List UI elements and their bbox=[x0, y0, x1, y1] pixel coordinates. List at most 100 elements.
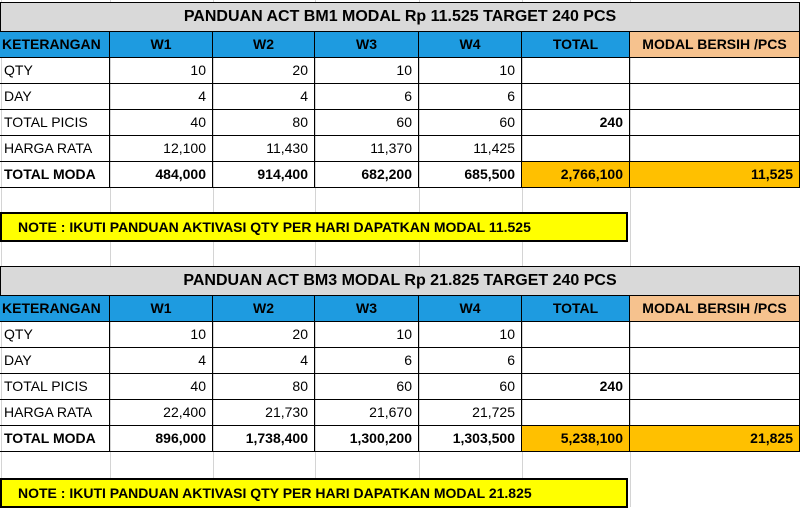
header-modal-bersih[interactable]: MODAL BERSIH /PCS bbox=[630, 32, 800, 58]
table2-title: PANDUAN ACT BM3 MODAL Rp 21.825 TARGET 2… bbox=[0, 266, 800, 296]
cell-modal-bersih[interactable]: 21,825 bbox=[630, 426, 800, 452]
table1-note: NOTE : IKUTI PANDUAN AKTIVASI QTY PER HA… bbox=[0, 212, 628, 242]
table-row: TOTAL PICIS 40 80 60 60 240 bbox=[0, 110, 800, 136]
header-w4[interactable]: W4 bbox=[419, 296, 522, 322]
header-w1[interactable]: W1 bbox=[110, 32, 213, 58]
cell-w1[interactable]: 896,000 bbox=[110, 426, 213, 452]
cell-total-sum[interactable]: 5,238,100 bbox=[522, 426, 630, 452]
table-row: TOTAL PICIS 40 80 60 60 240 bbox=[0, 374, 800, 400]
cell-total[interactable] bbox=[522, 84, 630, 110]
header-total[interactable]: TOTAL bbox=[522, 296, 630, 322]
cell-w4[interactable]: 60 bbox=[419, 110, 522, 136]
cell-total[interactable] bbox=[522, 58, 630, 84]
table1-title: PANDUAN ACT BM1 MODAL Rp 11.525 TARGET 2… bbox=[0, 2, 800, 32]
row-label[interactable]: HARGA RATA bbox=[0, 400, 110, 426]
cell-w3[interactable]: 11,370 bbox=[315, 136, 419, 162]
cell-w2[interactable]: 4 bbox=[213, 84, 315, 110]
cell-total[interactable] bbox=[522, 322, 630, 348]
row-label[interactable]: QTY bbox=[0, 58, 110, 84]
gridline bbox=[1, 0, 2, 507]
cell-w2[interactable]: 20 bbox=[213, 322, 315, 348]
cell-w4[interactable]: 685,500 bbox=[419, 162, 522, 188]
row-label[interactable]: TOTAL MODA bbox=[0, 426, 110, 452]
cell-modal[interactable] bbox=[630, 58, 800, 84]
cell-w4[interactable]: 6 bbox=[419, 84, 522, 110]
row-label[interactable]: QTY bbox=[0, 322, 110, 348]
header-w1[interactable]: W1 bbox=[110, 296, 213, 322]
cell-modal[interactable] bbox=[630, 84, 800, 110]
cell-w2[interactable]: 80 bbox=[213, 374, 315, 400]
header-modal-bersih[interactable]: MODAL BERSIH /PCS bbox=[630, 296, 800, 322]
cell-w1[interactable]: 10 bbox=[110, 322, 213, 348]
cell-w4[interactable]: 1,303,500 bbox=[419, 426, 522, 452]
table-row: DAY 4 4 6 6 bbox=[0, 84, 800, 110]
row-label[interactable]: TOTAL PICIS bbox=[0, 110, 110, 136]
header-w3[interactable]: W3 bbox=[315, 296, 419, 322]
cell-total[interactable] bbox=[522, 136, 630, 162]
cell-total[interactable]: 240 bbox=[522, 110, 630, 136]
table2-header-row: KETERANGAN W1 W2 W3 W4 TOTAL MODAL BERSI… bbox=[0, 296, 800, 322]
cell-w4[interactable]: 10 bbox=[419, 58, 522, 84]
gridline bbox=[419, 0, 420, 507]
header-keterangan[interactable]: KETERANGAN bbox=[0, 296, 110, 322]
cell-w3[interactable]: 1,300,200 bbox=[315, 426, 419, 452]
cell-w2[interactable]: 21,730 bbox=[213, 400, 315, 426]
cell-w4[interactable]: 11,425 bbox=[419, 136, 522, 162]
cell-modal[interactable] bbox=[630, 400, 800, 426]
cell-w1[interactable]: 22,400 bbox=[110, 400, 213, 426]
cell-total[interactable]: 240 bbox=[522, 374, 630, 400]
cell-w2[interactable]: 80 bbox=[213, 110, 315, 136]
row-label[interactable]: DAY bbox=[0, 348, 110, 374]
header-total[interactable]: TOTAL bbox=[522, 32, 630, 58]
cell-w3[interactable]: 60 bbox=[315, 110, 419, 136]
cell-modal[interactable] bbox=[630, 374, 800, 400]
cell-w2[interactable]: 20 bbox=[213, 58, 315, 84]
cell-w3[interactable]: 6 bbox=[315, 84, 419, 110]
cell-modal[interactable] bbox=[630, 136, 800, 162]
header-w3[interactable]: W3 bbox=[315, 32, 419, 58]
cell-w4[interactable]: 10 bbox=[419, 322, 522, 348]
header-w2[interactable]: W2 bbox=[213, 32, 315, 58]
cell-w3[interactable]: 21,670 bbox=[315, 400, 419, 426]
cell-modal[interactable] bbox=[630, 322, 800, 348]
cell-w2[interactable]: 914,400 bbox=[213, 162, 315, 188]
row-label[interactable]: TOTAL PICIS bbox=[0, 374, 110, 400]
cell-w1[interactable]: 10 bbox=[110, 58, 213, 84]
cell-w2[interactable]: 11,430 bbox=[213, 136, 315, 162]
gridline bbox=[630, 0, 631, 507]
cell-w2[interactable]: 4 bbox=[213, 348, 315, 374]
cell-w3[interactable]: 6 bbox=[315, 348, 419, 374]
row-label[interactable]: HARGA RATA bbox=[0, 136, 110, 162]
cell-w1[interactable]: 40 bbox=[110, 374, 213, 400]
gridline bbox=[213, 0, 214, 507]
cell-w4[interactable]: 60 bbox=[419, 374, 522, 400]
table2-note: NOTE : IKUTI PANDUAN AKTIVASI QTY PER HA… bbox=[0, 478, 628, 508]
cell-total[interactable] bbox=[522, 348, 630, 374]
cell-w3[interactable]: 60 bbox=[315, 374, 419, 400]
cell-w4[interactable]: 6 bbox=[419, 348, 522, 374]
cell-w3[interactable]: 10 bbox=[315, 58, 419, 84]
cell-w1[interactable]: 4 bbox=[110, 84, 213, 110]
row-label[interactable]: DAY bbox=[0, 84, 110, 110]
cell-w4[interactable]: 21,725 bbox=[419, 400, 522, 426]
cell-w3[interactable]: 10 bbox=[315, 322, 419, 348]
cell-modal[interactable] bbox=[630, 110, 800, 136]
header-keterangan[interactable]: KETERANGAN bbox=[0, 32, 110, 58]
cell-modal-bersih[interactable]: 11,525 bbox=[630, 162, 800, 188]
table-row: DAY 4 4 6 6 bbox=[0, 348, 800, 374]
header-w2[interactable]: W2 bbox=[213, 296, 315, 322]
cell-total[interactable] bbox=[522, 400, 630, 426]
cell-w1[interactable]: 40 bbox=[110, 110, 213, 136]
gridline bbox=[315, 0, 316, 507]
row-label[interactable]: TOTAL MODA bbox=[0, 162, 110, 188]
cell-w1[interactable]: 4 bbox=[110, 348, 213, 374]
cell-w1[interactable]: 12,100 bbox=[110, 136, 213, 162]
gridline bbox=[522, 0, 523, 507]
cell-w2[interactable]: 1,738,400 bbox=[213, 426, 315, 452]
cell-w3[interactable]: 682,200 bbox=[315, 162, 419, 188]
table-row-total: TOTAL MODA 896,000 1,738,400 1,300,200 1… bbox=[0, 426, 800, 452]
cell-w1[interactable]: 484,000 bbox=[110, 162, 213, 188]
cell-modal[interactable] bbox=[630, 348, 800, 374]
header-w4[interactable]: W4 bbox=[419, 32, 522, 58]
cell-total-sum[interactable]: 2,766,100 bbox=[522, 162, 630, 188]
